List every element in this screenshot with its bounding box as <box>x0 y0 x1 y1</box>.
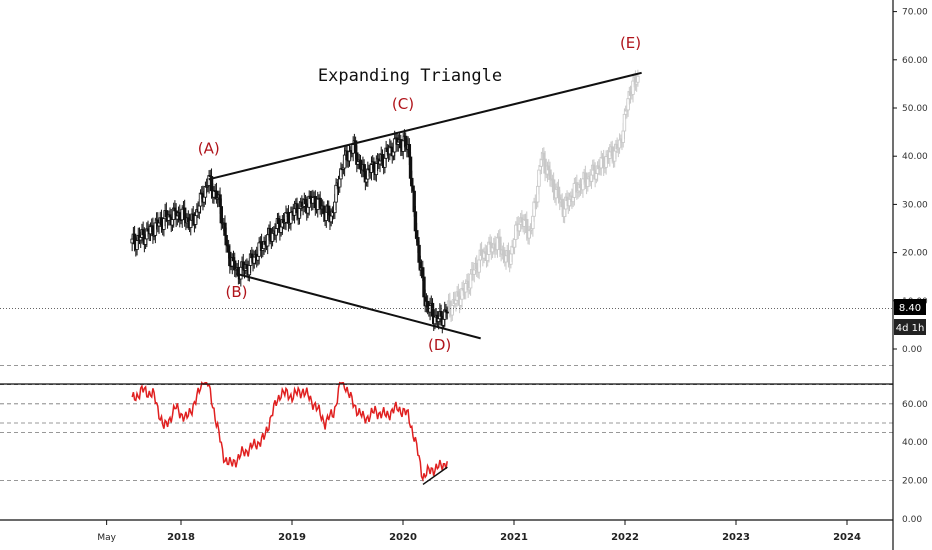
time-tick-label: 2018 <box>167 532 195 543</box>
time-tick-label: 2020 <box>389 532 417 543</box>
rsi-tick-label: 20.00 <box>902 477 928 487</box>
timer-badge-box <box>894 319 926 335</box>
time-tick-label: May <box>97 533 116 543</box>
wave-label: (B) <box>226 283 248 301</box>
wave-label: (D) <box>428 336 451 354</box>
time-tick-label: 2021 <box>500 532 528 543</box>
chart-title: Expanding Triangle <box>318 66 502 86</box>
price-tick-label: 30.00 <box>902 200 928 210</box>
time-tick-label: 2019 <box>278 532 306 543</box>
wave-label: (A) <box>198 139 220 157</box>
wave-label: (C) <box>392 95 414 113</box>
price-pane: (A) (B) (C) (D) (E) <box>0 34 893 354</box>
rsi-pane <box>0 364 893 486</box>
rsi-tick-label: 60.00 <box>902 400 928 410</box>
trend-line-lower <box>236 272 481 340</box>
price-tick-label: 20.00 <box>902 249 928 259</box>
price-badge-box <box>894 299 926 315</box>
price-badge: 8.40 <box>899 303 921 314</box>
price-badges: 8.40 4d 1h <box>894 299 926 335</box>
trend-line-upper <box>208 71 642 181</box>
rsi-tick-label: 0.00 <box>902 515 922 525</box>
price-tick-label: 50.00 <box>902 104 928 114</box>
rsi-line <box>131 380 448 483</box>
price-candle-body <box>445 311 449 314</box>
rsi-trend-line <box>422 466 448 486</box>
time-tick-label: 2023 <box>722 532 750 543</box>
time-tick-label: 2024 <box>833 532 861 543</box>
price-tick-label: 70.00 <box>902 8 928 18</box>
projected-candle-body <box>636 75 640 83</box>
time-tick-label: 2022 <box>611 532 639 543</box>
rsi-tick-label: 40.00 <box>902 438 928 448</box>
wave-label: (E) <box>620 34 641 52</box>
price-tick-label: 60.00 <box>902 56 928 66</box>
price-tick-label: 40.00 <box>902 152 928 162</box>
timer-badge: 4d 1h <box>896 323 925 334</box>
price-tick-label: 0.00 <box>902 345 922 355</box>
